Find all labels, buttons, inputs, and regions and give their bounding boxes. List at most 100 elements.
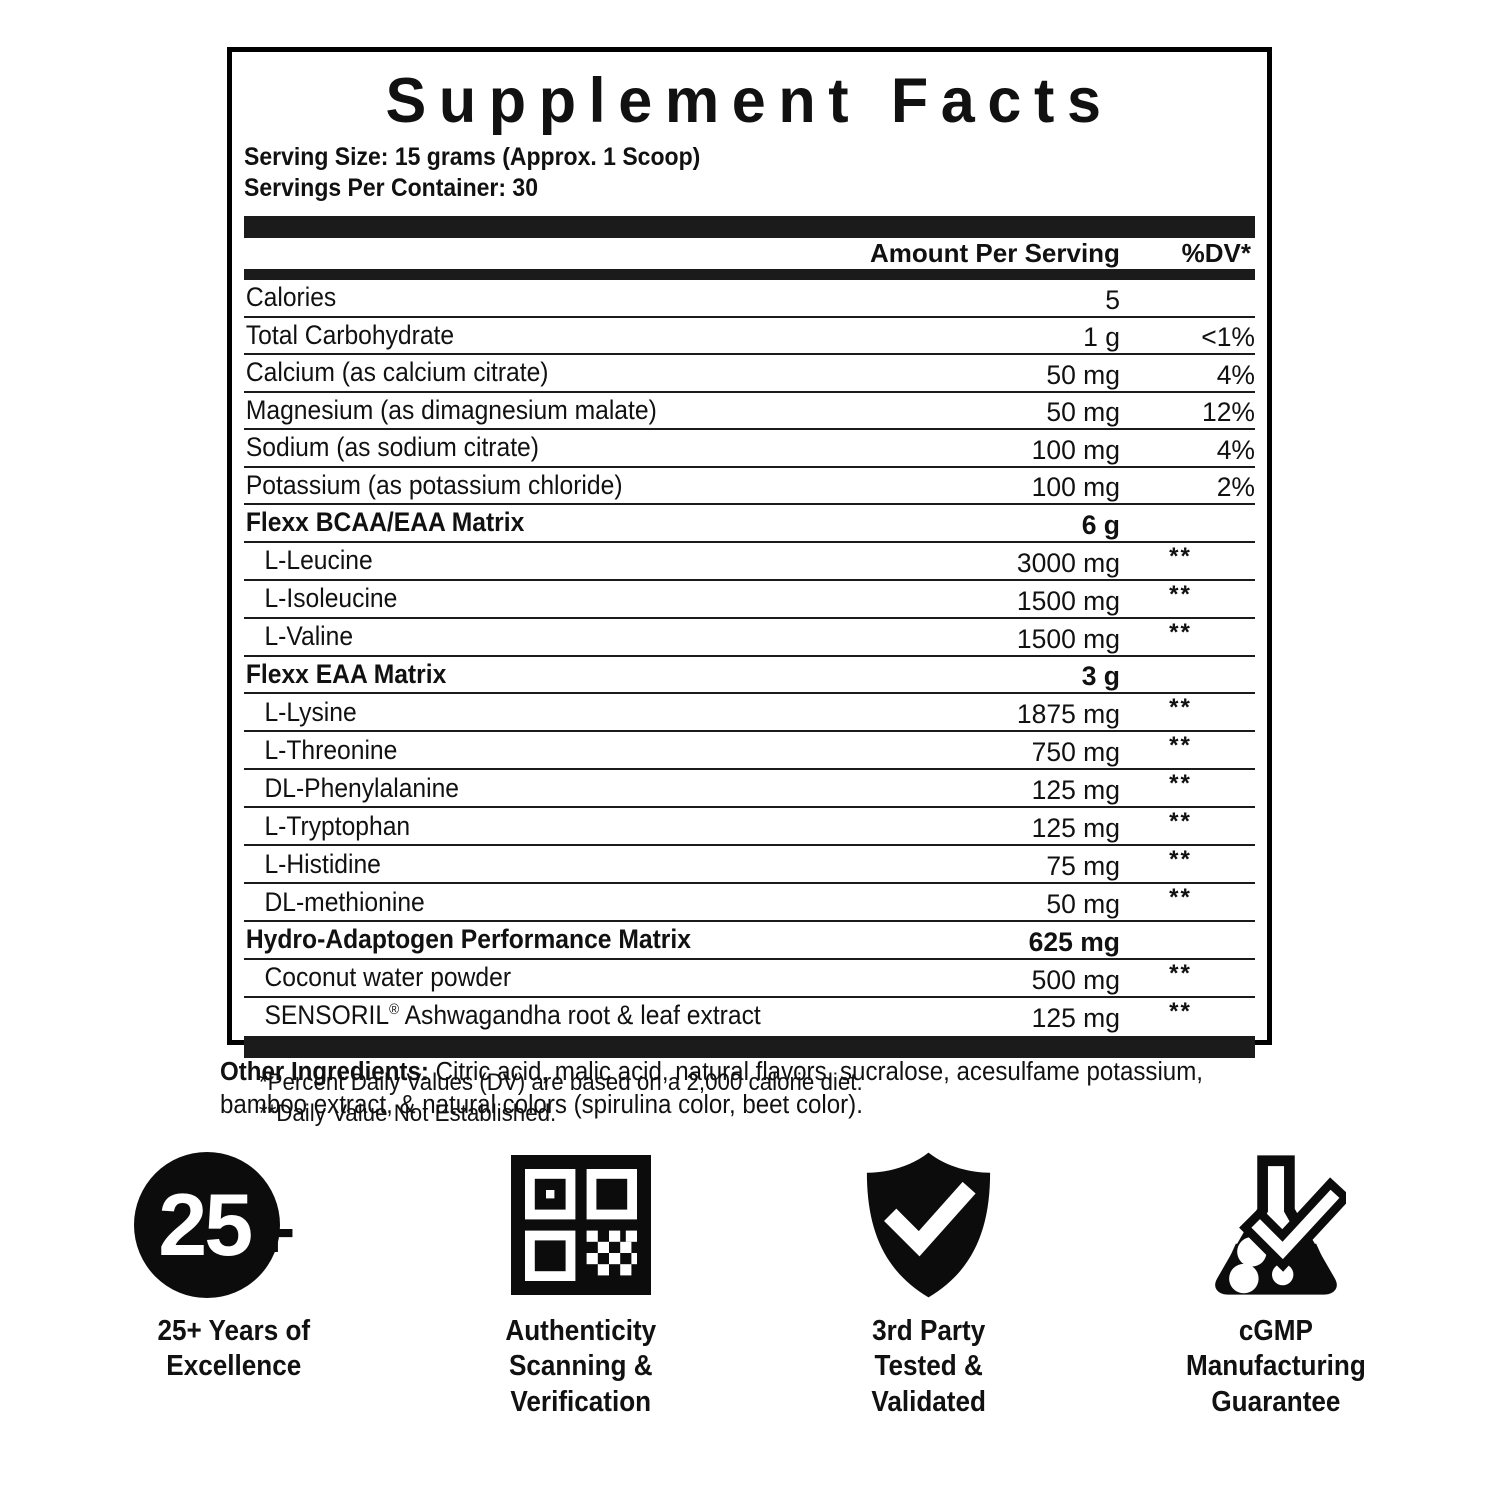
row-percent-dv: <1% [1120,315,1255,355]
nutrient-label: Calcium (as calcium citrate) [245,357,549,388]
row-percent-dv: ** [1120,540,1255,580]
serving-size: Serving Size: 15 grams (Approx. 1 Scoop) [244,143,701,172]
nutrient-label: DL-Phenylalanine [264,772,460,803]
row-nutrient-name: Potassium (as potassium chloride) [244,465,870,505]
row-amount: 125 mg [870,806,1120,846]
qr-code-svg [511,1155,652,1295]
row-amount: 125 mg [870,768,1120,808]
row-percent-dv: 2% [1120,465,1255,505]
row-percent-dv: ** [1120,730,1255,770]
header-percent-dv: %DV* [1181,238,1251,269]
nutrient-label: Potassium (as potassium chloride) [245,469,623,500]
nutrient-label: DL-methionine [264,886,425,917]
table-header-row: Amount Per Serving %DV* [244,238,1255,269]
nutrient-label: L-Isoleucine [264,583,398,614]
row-amount: 50 mg [870,353,1120,392]
row-nutrient-name: L-Threonine [244,730,870,770]
row-amount: 100 mg [870,428,1120,467]
badge-line-1: 3rd Party [872,1315,986,1347]
row-percent-dv: ** [1120,768,1255,808]
badge-label-years: 25+ Years of Excellence [157,1314,310,1385]
top-rule [244,216,1255,239]
nutrient-label: Coconut water powder [264,962,512,993]
table-row: Calories 5 [244,280,1255,317]
badge-line-1: Authenticity [505,1315,657,1347]
other-ingredients-label: Other Ingredients: [220,1058,429,1086]
table-row: Flexx EAA Matrix 3 g [244,654,1255,694]
row-percent-dv [1120,920,1255,959]
nutrition-rows: Calories 5 Total Carbohydrate 1 g <1% Calcium… [244,280,1255,1034]
table-row: Calcium (as calcium citrate) 50 mg 4% [244,353,1255,392]
table-row: DL-methionine 50 mg ** [244,882,1255,922]
shield-check-icon [861,1150,996,1300]
row-amount: 3000 mg [870,540,1120,580]
row-percent-dv: ** [1120,844,1255,884]
row-percent-dv: ** [1120,578,1255,618]
qr-code-icon [511,1150,652,1300]
row-percent-dv: ** [1120,882,1255,922]
row-nutrient-name: Calcium (as calcium citrate) [244,353,870,392]
badge-line-2: Scanning & [509,1350,654,1383]
table-row: Sodium (as sodium citrate) 100 mg 4% [244,428,1255,467]
badge-line-3: Verification [510,1385,652,1418]
row-nutrient-name: Magnesium (as dimagnesium malate) [244,390,870,430]
badge-line-2: Tested & [874,1350,983,1383]
table-row: L-Threonine 750 mg ** [244,730,1255,770]
row-amount: 1 g [870,315,1120,355]
table-row: Coconut water powder 500 mg ** [244,957,1255,997]
nutrient-label: L-Threonine [264,734,398,765]
table-row: DL-Phenylalanine 125 mg ** [244,768,1255,808]
nutrition-rows-body: Calories 5 Total Carbohydrate 1 g <1% Calcium… [244,280,1255,1034]
row-nutrient-name: SENSORIL® Ashwagandha root & leaf extrac… [244,995,870,1034]
row-nutrient-name: L-Leucine [244,540,870,580]
row-nutrient-name: L-Histidine [244,844,870,884]
row-amount: 1500 mg [870,616,1120,656]
badge-years-of-excellence: 25 + 25+ Years of Excellence [79,1150,389,1385]
row-percent-dv [1120,503,1255,542]
row-nutrient-name: Calories [244,280,870,317]
footnote-not-established: **Daily Value Not Established. [258,1100,557,1128]
badge-third-party-tested: 3rd Party Tested & Validated [774,1150,1084,1420]
supplement-facts-panel: Supplement Facts Serving Size: 15 grams … [227,47,1272,1127]
badge-cgmp: cGMP Manufacturing Guarantee [1121,1150,1431,1420]
row-amount: 75 mg [870,844,1120,884]
row-percent-dv: ** [1120,995,1255,1034]
table-row: Total Carbohydrate 1 g <1% [244,315,1255,355]
badge-line-3: Guarantee [1211,1385,1341,1418]
row-nutrient-name: Coconut water powder [244,957,870,997]
row-amount: 1875 mg [870,692,1120,732]
servings-per-container: Servings Per Container: 30 [244,174,538,203]
badge-label-cgmp: cGMP Manufacturing Guarantee [1186,1314,1366,1420]
nutrient-label: SENSORIL® Ashwagandha root & leaf extrac… [264,1000,761,1031]
row-nutrient-name: L-Tryptophan [244,806,870,846]
row-amount: 125 mg [870,995,1120,1034]
badge-authenticity: Authenticity Scanning & Verification [426,1150,736,1420]
row-amount: 6 g [870,503,1120,542]
nutrient-label: L-Tryptophan [264,810,411,841]
row-percent-dv: ** [1120,616,1255,656]
table-row: L-Histidine 75 mg ** [244,844,1255,884]
row-nutrient-name: L-Isoleucine [244,578,870,618]
plus-glyph: + [252,1191,296,1274]
nutrient-label: Total Carbohydrate [245,319,455,350]
row-percent-dv: 12% [1120,390,1255,430]
row-amount: 750 mg [870,730,1120,770]
header-spacer [244,238,870,269]
table-row: L-Tryptophan 125 mg ** [244,806,1255,846]
row-amount: 500 mg [870,957,1120,997]
other-ingredients-text: Citric acid, malic acid, natural flavors… [220,1058,1203,1119]
row-percent-dv [1120,280,1255,317]
serving-info: Serving Size: 15 grams (Approx. 1 Scoop)… [244,142,1174,204]
row-nutrient-name: DL-methionine [244,882,870,922]
table-row: Magnesium (as dimagnesium malate) 50 mg 12… [244,390,1255,430]
table-row: L-Isoleucine 1500 mg ** [244,578,1255,618]
twenty-five-number: 25 [158,1175,253,1274]
row-nutrient-name: L-Valine [244,616,870,656]
row-amount: 625 mg [870,920,1120,959]
other-ingredients: Other Ingredients: Citric acid, malic ac… [220,1056,1231,1121]
table-row: L-Lysine 1875 mg ** [244,692,1255,732]
flask-check-svg [1215,1155,1347,1295]
twenty-five-plus-icon: 25 + [126,1150,341,1300]
nutrient-label: L-Lysine [264,696,357,727]
nutrient-label: Hydro-Adaptogen Performance Matrix [245,924,691,955]
